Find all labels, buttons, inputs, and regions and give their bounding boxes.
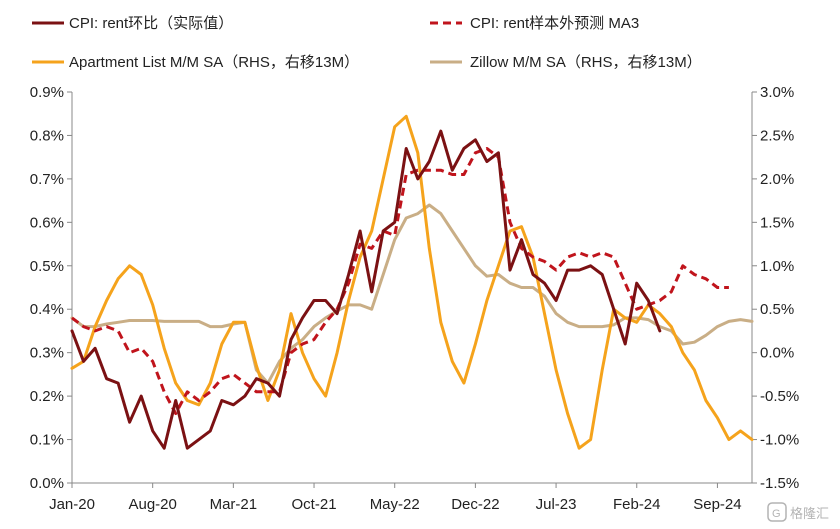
legend-item-apartment-list: Apartment List M/M SA（RHS，右移13M） bbox=[32, 54, 359, 71]
x-tick-label: Aug-20 bbox=[128, 496, 176, 513]
y-left-tick-label: 0.8% bbox=[30, 127, 64, 144]
x-tick-label: Mar-21 bbox=[210, 496, 258, 513]
x-tick-label: Sep-24 bbox=[693, 496, 741, 513]
legend-label-cpi-rent-forecast: CPI: rent样本外预测 MA3 bbox=[470, 15, 639, 32]
legend-label-apartment-list: Apartment List M/M SA（RHS，右移13M） bbox=[69, 54, 359, 71]
legend: CPI: rent环比（实际值） CPI: rent样本外预测 MA3 Apar… bbox=[32, 15, 702, 71]
y-right-tick-label: 3.0% bbox=[760, 84, 794, 101]
watermark-logo-glyph: G bbox=[772, 508, 781, 520]
y-right-tick-label: -0.5% bbox=[760, 388, 799, 405]
y-left-tick-label: 0.0% bbox=[30, 475, 64, 492]
y-left-tick-label: 0.6% bbox=[30, 214, 64, 231]
y-right-tick-label: -1.0% bbox=[760, 432, 799, 449]
y-right-tick-label: 2.0% bbox=[760, 171, 794, 188]
x-tick-label: May-22 bbox=[370, 496, 420, 513]
y-right-tick-label: 2.5% bbox=[760, 127, 794, 144]
legend-label-cpi-rent-actual: CPI: rent环比（实际值） bbox=[69, 15, 233, 32]
x-tick-label: Jul-23 bbox=[536, 496, 577, 513]
series-line-apartment-list bbox=[70, 114, 754, 450]
x-tick-label: Feb-24 bbox=[613, 496, 661, 513]
y-left-tick-label: 0.2% bbox=[30, 388, 64, 405]
y-right-tick-label: -1.5% bbox=[760, 475, 799, 492]
y-right-tick-label: 0.5% bbox=[760, 301, 794, 318]
y-left-tick-label: 0.3% bbox=[30, 345, 64, 362]
y-right-tick-label: 0.0% bbox=[760, 345, 794, 362]
x-tick-label: Jan-20 bbox=[49, 496, 95, 513]
y-right-tick-label: 1.5% bbox=[760, 214, 794, 231]
watermark: G 格隆汇 bbox=[767, 502, 829, 522]
watermark-text: 格隆汇 bbox=[790, 506, 829, 521]
y-left-tick-label: 0.1% bbox=[30, 432, 64, 449]
legend-item-cpi-rent-forecast: CPI: rent样本外预测 MA3 bbox=[430, 15, 639, 32]
series-line-cpi-rent-forecast bbox=[71, 147, 729, 415]
series-line-zillow bbox=[70, 203, 754, 385]
y-left-tick-label: 0.4% bbox=[30, 301, 64, 318]
y-right-tick-label: 1.0% bbox=[760, 258, 794, 275]
x-tick-label: Dec-22 bbox=[451, 496, 499, 513]
legend-item-cpi-rent-actual: CPI: rent环比（实际值） bbox=[32, 15, 233, 32]
y-left-tick-label: 0.7% bbox=[30, 171, 64, 188]
y-left-tick-label: 0.5% bbox=[30, 258, 64, 275]
y-left-tick-label: 0.9% bbox=[30, 84, 64, 101]
x-tick-label: Oct-21 bbox=[292, 496, 337, 513]
legend-label-zillow: Zillow M/M SA（RHS，右移13M） bbox=[470, 54, 702, 71]
axes: 0.0% 0.1% 0.2% 0.3% 0.4% 0.5% 0.6% 0.7% 0.8% 0.9%… bbox=[30, 84, 799, 513]
legend-item-zillow: Zillow M/M SA（RHS，右移13M） bbox=[430, 54, 702, 71]
series-lines bbox=[70, 114, 754, 450]
series-line-cpi-rent-actual bbox=[70, 129, 662, 450]
watermark-logo-icon bbox=[767, 502, 787, 522]
